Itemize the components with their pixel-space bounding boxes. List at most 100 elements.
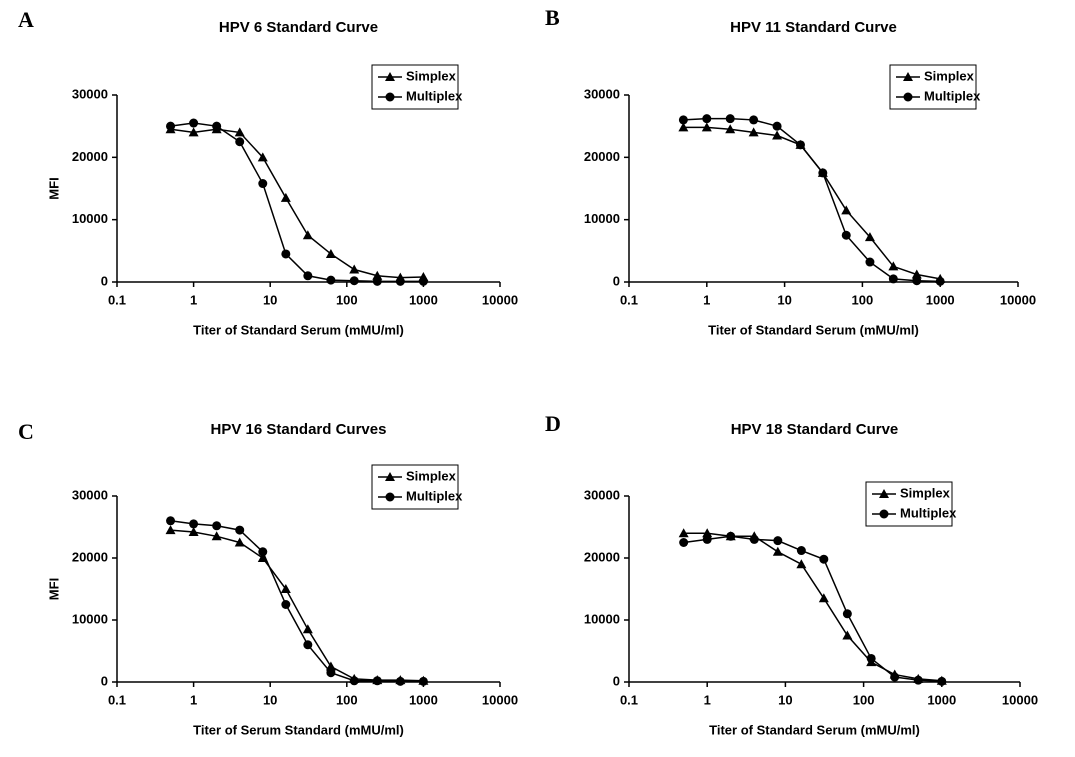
x-tick-label: 10 bbox=[777, 292, 791, 307]
panel-label: C bbox=[18, 419, 34, 444]
x-axis-label: Titer of Standard Serum (mMU/ml) bbox=[709, 722, 920, 737]
chart-title: HPV 18 Standard Curve bbox=[731, 421, 899, 438]
legend-marker bbox=[879, 509, 889, 519]
legend-label: Simplex bbox=[406, 68, 457, 83]
marker bbox=[772, 546, 783, 556]
marker bbox=[166, 121, 176, 131]
y-tick-label: 0 bbox=[101, 673, 108, 688]
x-tick-label: 0.1 bbox=[108, 292, 126, 307]
y-axis-label: MFI bbox=[46, 578, 61, 600]
marker bbox=[188, 526, 199, 536]
marker bbox=[234, 127, 245, 137]
marker bbox=[302, 624, 313, 634]
legend-box bbox=[865, 481, 953, 527]
x-tick-label: 1000 bbox=[409, 292, 438, 307]
marker bbox=[678, 528, 689, 538]
legend-box bbox=[371, 64, 459, 110]
marker bbox=[726, 531, 736, 541]
legend-marker bbox=[903, 72, 913, 81]
marker bbox=[725, 114, 735, 124]
marker bbox=[795, 140, 805, 150]
marker bbox=[841, 205, 852, 215]
x-tick-label: 1000 bbox=[927, 692, 956, 707]
marker bbox=[349, 276, 359, 286]
y-tick-label: 20000 bbox=[72, 149, 108, 164]
x-tick-label: 10000 bbox=[1000, 292, 1036, 307]
legend-marker bbox=[903, 92, 913, 102]
marker bbox=[890, 672, 900, 682]
marker bbox=[235, 137, 245, 147]
marker bbox=[702, 114, 712, 124]
panel-label: A bbox=[18, 7, 34, 32]
marker bbox=[395, 276, 405, 286]
marker bbox=[842, 609, 852, 619]
marker bbox=[678, 115, 688, 125]
x-tick-label: 10000 bbox=[482, 292, 518, 307]
x-tick-label: 10 bbox=[778, 692, 792, 707]
panel: B HPV 11 Standard Curve Titer of Standard … bbox=[545, 5, 1036, 337]
marker bbox=[372, 276, 382, 286]
y-tick-label: 20000 bbox=[72, 549, 108, 564]
y-tick-label: 10000 bbox=[584, 611, 620, 626]
panel: A HPV 6 Standard Curve Titer of Standard S… bbox=[18, 7, 518, 337]
marker bbox=[912, 276, 922, 286]
legend-marker bbox=[385, 472, 395, 481]
legend-label: Simplex bbox=[900, 485, 951, 500]
marker bbox=[678, 122, 689, 132]
legend-label: Simplex bbox=[406, 468, 457, 483]
marker bbox=[773, 536, 783, 546]
marker bbox=[841, 230, 851, 240]
x-axis-label: Titer of Serum Standard (mMU/ml) bbox=[193, 722, 404, 737]
marker bbox=[372, 270, 383, 280]
legend-marker bbox=[385, 492, 395, 502]
marker bbox=[865, 257, 875, 267]
x-tick-label: 10000 bbox=[482, 692, 518, 707]
y-tick-label: 10000 bbox=[584, 211, 620, 226]
marker bbox=[819, 554, 829, 564]
marker bbox=[818, 168, 828, 178]
x-axis-label: Titer of Standard Serum (mMU/ml) bbox=[708, 322, 919, 337]
marker bbox=[818, 593, 829, 603]
y-tick-label: 30000 bbox=[584, 487, 620, 502]
legend-marker bbox=[385, 72, 395, 81]
y-tick-label: 10000 bbox=[72, 211, 108, 226]
marker bbox=[280, 192, 291, 202]
marker bbox=[913, 675, 923, 685]
marker bbox=[257, 553, 268, 562]
series-line bbox=[170, 128, 424, 279]
series-line bbox=[683, 126, 941, 280]
marker bbox=[395, 676, 405, 686]
legend-box bbox=[371, 464, 459, 510]
marker bbox=[772, 121, 782, 131]
marker bbox=[303, 640, 313, 650]
marker bbox=[189, 519, 199, 529]
marker bbox=[303, 271, 313, 281]
marker bbox=[188, 127, 199, 137]
panel: C HPV 16 Standard Curves Titer of Serum St… bbox=[18, 419, 518, 737]
legend-label: Multiplex bbox=[406, 488, 463, 503]
x-tick-label: 1000 bbox=[926, 292, 955, 307]
marker bbox=[235, 525, 245, 535]
x-tick-label: 1 bbox=[190, 292, 197, 307]
x-tick-label: 0.1 bbox=[620, 692, 638, 707]
marker bbox=[749, 534, 759, 544]
y-tick-label: 20000 bbox=[584, 549, 620, 564]
marker bbox=[842, 630, 853, 640]
marker bbox=[888, 274, 898, 284]
chart-title: HPV 16 Standard Curves bbox=[211, 421, 387, 438]
y-tick-label: 30000 bbox=[584, 86, 620, 101]
x-tick-label: 0.1 bbox=[108, 692, 126, 707]
panel-label: B bbox=[545, 5, 560, 30]
series-line bbox=[170, 122, 424, 283]
marker bbox=[325, 248, 336, 258]
x-tick-label: 1000 bbox=[409, 692, 438, 707]
marker bbox=[749, 115, 759, 125]
marker bbox=[349, 676, 359, 686]
y-tick-label: 0 bbox=[101, 273, 108, 288]
legend-label: Multiplex bbox=[924, 88, 981, 103]
marker bbox=[372, 676, 382, 686]
x-tick-label: 10 bbox=[263, 292, 277, 307]
legend-box bbox=[889, 64, 977, 110]
marker bbox=[888, 261, 899, 271]
